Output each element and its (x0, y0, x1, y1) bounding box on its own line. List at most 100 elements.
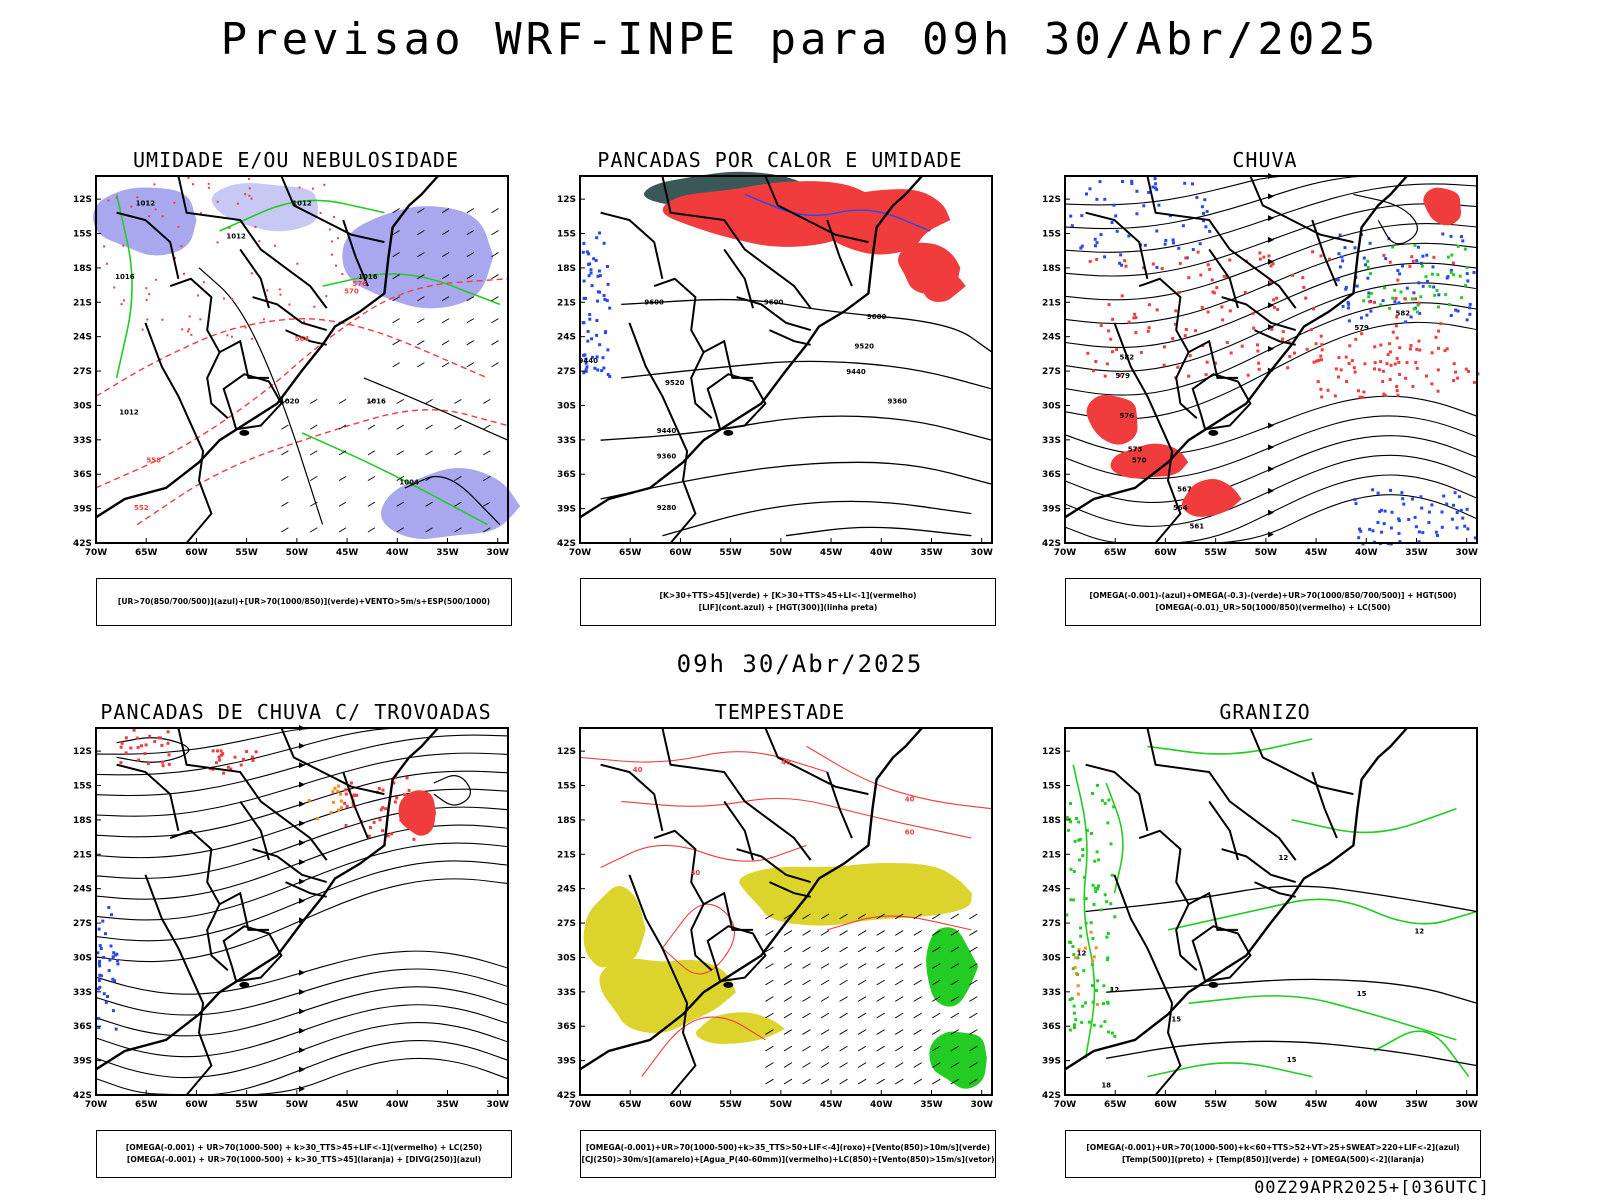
rain-red-area (1373, 300, 1376, 304)
lagoon (1208, 429, 1219, 436)
country-border (1113, 874, 1182, 1096)
lat-label: 12S (557, 747, 576, 757)
rain-red-area (1417, 301, 1421, 305)
wind-vector (969, 913, 978, 920)
omega-blue-area (1069, 214, 1073, 218)
contour-label: 9520 (855, 342, 875, 350)
wind-vector (894, 1045, 904, 1052)
thickness-label-dot (161, 215, 164, 218)
lat-label: 42S (73, 1091, 92, 1101)
lat-label: 15S (557, 782, 576, 792)
omega-green-area (1464, 283, 1468, 287)
rain-red-area (1099, 324, 1103, 327)
thickness-label-dot (248, 187, 251, 190)
thickness-label-dot (250, 197, 253, 200)
rain-red-area (1276, 308, 1280, 311)
rain-red-area (1319, 387, 1323, 391)
temperature-850-contour (1188, 995, 1457, 1041)
divergence-blue-area (98, 973, 102, 977)
temperature-850-contour (1079, 934, 1083, 938)
wind-vector (820, 1029, 830, 1035)
lat-label: 39S (1042, 1057, 1061, 1067)
lat-label: 39S (557, 1057, 576, 1067)
wind-vector (367, 450, 376, 456)
lat-label: 27S (557, 367, 576, 377)
rain-red-area (1404, 376, 1408, 380)
omega-blue-area (1095, 241, 1099, 245)
country-border (342, 771, 369, 839)
contour-label: 40 (781, 759, 791, 767)
temperature-850-contour (1069, 867, 1073, 871)
lon-label: 30W (486, 1100, 509, 1110)
divergence-blue-area (97, 927, 101, 931)
rain-red-area (1228, 258, 1232, 262)
omega-green-area (1450, 253, 1454, 257)
thunderstorm-red-area (413, 821, 417, 825)
divergence-blue-area (98, 944, 102, 948)
omega-blue-area (1376, 521, 1380, 524)
lat-label: 18S (73, 264, 92, 274)
wind-vector (857, 1062, 867, 1068)
wind-vector (466, 208, 475, 214)
lon-label: 60W (669, 548, 692, 558)
streamline-arrow (299, 839, 305, 846)
streamline-arrow (299, 1008, 305, 1015)
omega-blue-area (1198, 242, 1202, 246)
lifted-index-contour (591, 355, 594, 359)
rain-red-area (1188, 354, 1192, 358)
lifted-index-contour (590, 337, 594, 341)
thunderstorm-red-area (372, 820, 376, 824)
omega-blue-area (1455, 526, 1459, 530)
lifted-index-contour (596, 368, 600, 372)
lon-label: 35W (436, 1100, 459, 1110)
thickness-label-dot (141, 328, 144, 331)
omega-blue-area (1417, 530, 1421, 534)
temperature-850-contour (1106, 1030, 1110, 1034)
country-border (1191, 925, 1252, 983)
thickness-label-dot (333, 215, 336, 218)
omega-blue-area (1442, 494, 1446, 498)
wind-vector (417, 252, 425, 258)
contour-label: 579 (1115, 372, 1130, 380)
country-border (723, 800, 754, 861)
lon-label: 70W (569, 548, 592, 558)
omega-blue-area (1365, 313, 1369, 317)
lifted-index-contour (597, 269, 601, 273)
rain-red-area (1243, 291, 1247, 294)
lon-label: 30W (1455, 548, 1478, 558)
legend-box: [UR>70(850/700/500)](azul)+[UR>70(1000/8… (96, 578, 512, 626)
legend-line: [K>30+TTS>45](verde) + [K>30+TTS>45+LI<-… (659, 591, 917, 600)
omega-blue-area (1450, 517, 1454, 521)
lon-label: 55W (235, 548, 258, 558)
omega-green-area (1431, 272, 1434, 276)
omega-blue-area (1340, 255, 1344, 259)
wind-vector (765, 979, 774, 986)
omega-blue-area (1157, 203, 1161, 207)
temperature-850-contour (1373, 1030, 1470, 1078)
rain-red-area (1200, 305, 1204, 309)
rain-red-area (1396, 278, 1400, 282)
wind-vector (483, 476, 491, 481)
omega-blue-area (1456, 309, 1460, 313)
rain-red-area (1094, 360, 1098, 363)
country-border (653, 277, 753, 379)
convective-unstable-area (800, 189, 951, 255)
rain-red-area (1334, 367, 1338, 371)
lifted-index-contour (581, 321, 585, 325)
thickness-label-dot (319, 212, 322, 214)
geopotential-contour (600, 415, 993, 441)
omega-blue-area (1357, 536, 1361, 540)
temperature-850-contour (1083, 1001, 1087, 1005)
plot-frame (579, 727, 993, 1096)
thickness-label-dot (236, 202, 239, 205)
omega-blue-area (1427, 510, 1431, 514)
thickness-label-dot (337, 237, 339, 240)
omega-blue-area (1401, 497, 1405, 501)
omega-blue-area (1191, 248, 1195, 252)
omega-orange-area (1073, 965, 1077, 969)
wind-vector (338, 398, 347, 404)
rain-red-area (1103, 374, 1107, 378)
country-border (280, 175, 385, 244)
wind-vector (839, 1045, 848, 1052)
lon-label: 40W (870, 1100, 893, 1110)
